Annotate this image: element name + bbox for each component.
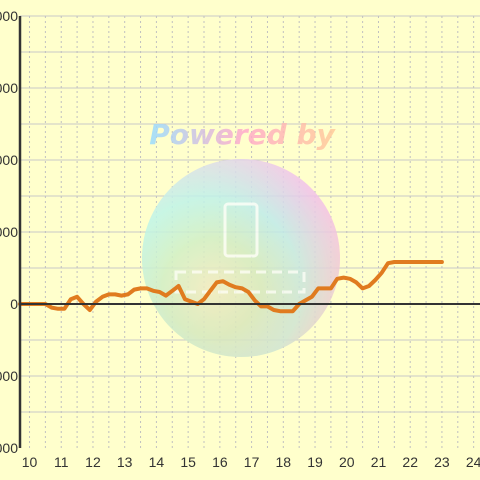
x-tick-label: 13 [117, 454, 133, 470]
y-tick-label: -6,000 [0, 440, 18, 456]
y-tick-label: 3,000 [0, 224, 18, 240]
x-tick-label: 23 [434, 454, 450, 470]
x-tick-label: 20 [339, 454, 355, 470]
x-tick-label: 18 [276, 454, 292, 470]
y-tick-label: 6,000 [0, 152, 18, 168]
y-tick-label: 12,000 [0, 8, 18, 24]
x-tick-label: 15 [180, 454, 196, 470]
x-tick-label: 17 [244, 454, 260, 470]
x-tick-label: 21 [371, 454, 387, 470]
x-tick-label: 14 [149, 454, 165, 470]
watermark: Powered by [142, 118, 340, 357]
x-tick-label: 11 [54, 454, 69, 470]
watermark-logo-bar [174, 270, 306, 294]
x-tick-label: 22 [402, 454, 418, 470]
x-tick-label: 19 [307, 454, 323, 470]
y-tick-label: -3,000 [0, 368, 18, 384]
axes: -6,000 -3,000 0 3,000 6,000 9,000 12,000 10 11 12… [0, 8, 480, 470]
series-line-group [18, 260, 444, 314]
x-tick-label: 12 [85, 454, 101, 470]
x-tick-label: 24 [466, 454, 480, 470]
y-tick-label: 9,000 [0, 80, 18, 96]
watermark-logo-shape [223, 202, 259, 258]
watermark-circle-overlay [142, 159, 340, 357]
watermark-text: Powered by [149, 118, 336, 151]
y-tick-label: 0 [10, 296, 18, 312]
x-tick-label: 16 [212, 454, 228, 470]
x-tick-label: 10 [22, 454, 38, 470]
series-line [18, 260, 444, 314]
